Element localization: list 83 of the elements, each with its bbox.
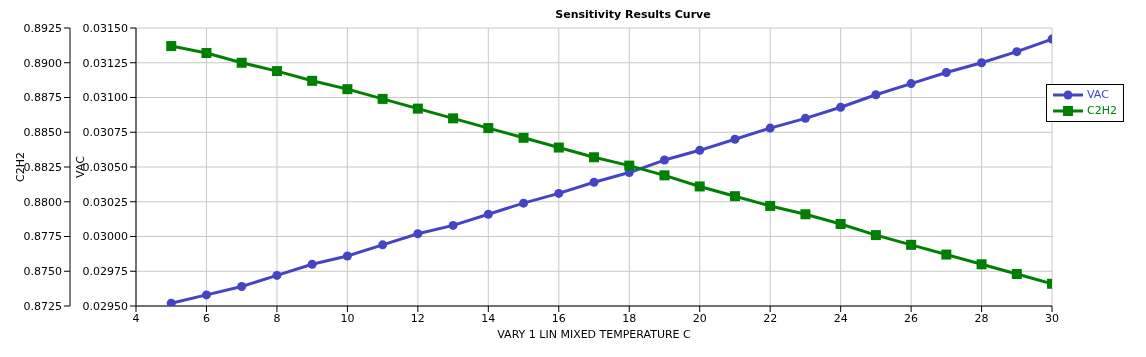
- x-tick-label: 8: [273, 311, 281, 325]
- point: [237, 282, 247, 292]
- y2-tick-label: 0.8750: [23, 265, 62, 279]
- point: [272, 270, 282, 280]
- x-tick-label: 22: [763, 311, 778, 325]
- point: [941, 249, 952, 260]
- x-tick-label: 4: [132, 311, 140, 325]
- point: [201, 48, 212, 59]
- y2-tick-label: 0.8725: [23, 299, 62, 313]
- x-tick-label: 28: [974, 311, 989, 325]
- point: [448, 220, 458, 230]
- x-tick-label: 16: [551, 311, 566, 325]
- point: [271, 66, 282, 77]
- point: [553, 142, 564, 153]
- y-tick-label: 0.02975: [82, 265, 128, 279]
- point: [624, 160, 635, 171]
- chart-title: Sensitivity Results Curve: [554, 8, 712, 22]
- point: [589, 177, 599, 187]
- point: [236, 57, 247, 68]
- point: [412, 103, 423, 114]
- x-tick-label: 30: [1045, 311, 1060, 325]
- y2-tick-label: 0.8800: [23, 195, 62, 209]
- y-tick-label: 0.03125: [82, 56, 128, 70]
- point: [413, 229, 423, 239]
- y2-tick-label: 0.8775: [23, 230, 62, 244]
- x-tick-label: 6: [202, 311, 210, 325]
- y-tick-label: 0.03100: [82, 91, 128, 105]
- point: [871, 90, 881, 100]
- point: [835, 218, 846, 229]
- point: [448, 113, 459, 124]
- x-tick-label: 10: [340, 311, 355, 325]
- point: [307, 75, 318, 86]
- point: [976, 259, 987, 270]
- point: [836, 102, 846, 112]
- point: [800, 113, 810, 123]
- point: [589, 152, 600, 163]
- point: [941, 67, 951, 77]
- point: [906, 79, 916, 89]
- point: [977, 58, 987, 68]
- point: [342, 251, 352, 261]
- point: [483, 209, 493, 219]
- point: [765, 123, 775, 133]
- point: [1011, 269, 1022, 280]
- point: [729, 191, 740, 202]
- legend-label: C2H2: [1087, 103, 1117, 119]
- point: [870, 230, 881, 241]
- point: [906, 239, 917, 250]
- point: [659, 155, 669, 165]
- point: [765, 200, 776, 211]
- point: [166, 298, 176, 306]
- x-axis-title: VARY 1 LIN MIXED TEMPERATURE C: [497, 328, 692, 341]
- x-tick-label: 12: [410, 311, 425, 325]
- y-tick-label: 0.03150: [82, 21, 128, 35]
- point: [518, 132, 529, 143]
- point: [694, 181, 705, 192]
- point: [1012, 47, 1022, 57]
- x-tick-label: 18: [622, 311, 637, 325]
- point: [342, 84, 353, 95]
- point: [659, 170, 670, 181]
- y-tick-label: 0.03000: [82, 230, 128, 244]
- y2-tick-label: 0.8875: [23, 91, 62, 105]
- point: [307, 259, 317, 269]
- point: [695, 145, 705, 155]
- y-tick-label: 0.03075: [82, 126, 128, 140]
- point: [201, 290, 211, 300]
- y2-tick-label: 0.8925: [23, 21, 62, 35]
- point: [554, 188, 564, 198]
- y2-tick-label: 0.8850: [23, 126, 62, 140]
- x-tick-label: 24: [833, 311, 848, 325]
- point: [730, 134, 740, 144]
- y-tick-label: 0.02950: [82, 299, 128, 313]
- point: [166, 41, 177, 52]
- x-tick-label: 20: [692, 311, 707, 325]
- point: [378, 240, 388, 250]
- x-tick-label: 26: [904, 311, 919, 325]
- legend-label: VAC: [1087, 87, 1109, 103]
- point: [800, 209, 811, 220]
- point: [519, 198, 529, 208]
- point: [483, 123, 494, 134]
- x-tick-label: 14: [481, 311, 496, 325]
- point: [377, 93, 388, 104]
- y-tick-label: 0.03025: [82, 195, 128, 209]
- y2-tick-label: 0.8900: [23, 56, 62, 70]
